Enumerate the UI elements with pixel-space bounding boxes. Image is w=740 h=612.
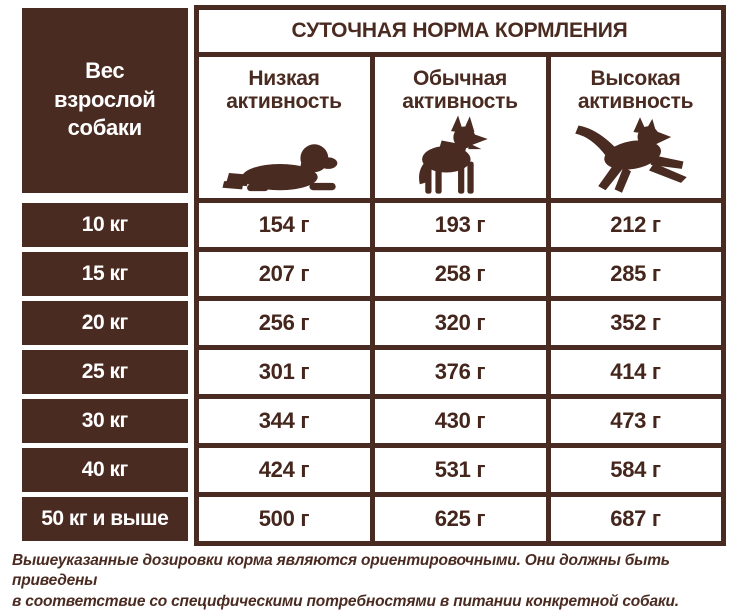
amount-cell: 207 г: [193, 247, 375, 301]
footnote: Вышеуказанные дозировки корма являются о…: [12, 551, 734, 612]
amount-cell: 344 г: [193, 394, 375, 448]
amount-cell: 320 г: [369, 296, 551, 350]
amount-cell: 256 г: [193, 296, 375, 350]
table-row: 40 кг 424 г 531 г 584 г: [22, 443, 726, 497]
amount-cell: 352 г: [545, 296, 726, 350]
amount-cell: 414 г: [545, 345, 726, 399]
column-header-low-activity: Низкая активность: [193, 52, 375, 203]
standing-dog-icon: [419, 115, 488, 194]
amount-cell: 531 г: [369, 443, 551, 497]
amount-cell: 473 г: [545, 394, 726, 448]
amount-cell: 430 г: [369, 394, 551, 448]
activity-label: Низкая активность: [226, 66, 342, 114]
amount-cell: 285 г: [545, 247, 726, 301]
weight-header-line: Вес: [85, 58, 125, 84]
weight-cell: 40 кг: [22, 448, 188, 492]
table-row: 30 кг 344 г 430 г 473 г: [22, 394, 726, 448]
amount-cell: 193 г: [369, 198, 551, 252]
lying-dog-icon: [222, 143, 338, 191]
column-header-high-activity: Высокая активность: [545, 52, 726, 203]
amount-cell: 500 г: [193, 492, 375, 546]
table-row: 25 кг 301 г 376 г 414 г: [22, 345, 726, 399]
weight-header-line: взрослой: [53, 86, 156, 112]
feeding-table: Вес взрослой собаки СУТОЧНАЯ НОРМА КОРМЛ…: [22, 5, 726, 546]
weight-cell: 10 кг: [22, 203, 188, 247]
table-row: 20 кг 256 г 320 г 352 г: [22, 296, 726, 350]
weight-cell: 15 кг: [22, 252, 188, 296]
amount-cell: 584 г: [545, 443, 726, 497]
amount-cell: 424 г: [193, 443, 375, 497]
table-title: СУТОЧНАЯ НОРМА КОРМЛЕНИЯ: [193, 5, 726, 57]
amount-cell: 154 г: [193, 198, 375, 252]
weight-cell: 50 кг и выше: [22, 497, 188, 541]
weight-cell: 20 кг: [22, 301, 188, 345]
footnote-line-2: в соответствие со специфическими потребн…: [12, 592, 679, 610]
table-row: 15 кг 207 г 258 г 285 г: [22, 247, 726, 301]
column-header-normal-activity: Обычная активность: [369, 52, 551, 203]
amount-cell: 687 г: [545, 492, 726, 546]
amount-cell: 376 г: [369, 345, 551, 399]
weight-header-line: собаки: [67, 115, 143, 141]
running-dog-icon: [575, 116, 687, 193]
weight-cell: 30 кг: [22, 399, 188, 443]
weight-cell: 25 кг: [22, 350, 188, 394]
activity-label: Высокая активность: [577, 66, 694, 114]
amount-cell: 258 г: [369, 247, 551, 301]
table-row: 10 кг 154 г 193 г 212 г: [22, 198, 726, 252]
weight-header-cell: Вес взрослой собаки: [22, 7, 196, 201]
activity-label: Обычная активность: [402, 66, 518, 114]
amount-cell: 301 г: [193, 345, 375, 399]
amount-cell: 625 г: [369, 492, 551, 546]
amount-cell: 212 г: [545, 198, 726, 252]
weight-header-block: Вес взрослой собаки: [22, 7, 188, 193]
footnote-line-1: Вышеуказанные дозировки корма являются о…: [12, 552, 670, 590]
table-row: 50 кг и выше 500 г 625 г 687 г: [22, 492, 726, 546]
